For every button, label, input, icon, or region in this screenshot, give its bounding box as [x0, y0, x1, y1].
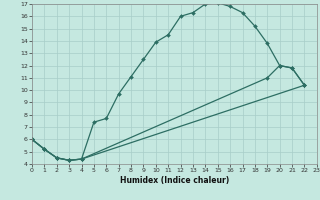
X-axis label: Humidex (Indice chaleur): Humidex (Indice chaleur)	[120, 176, 229, 185]
